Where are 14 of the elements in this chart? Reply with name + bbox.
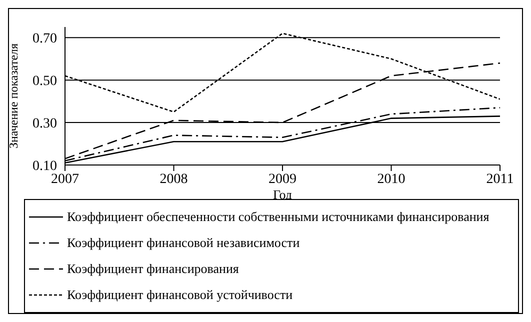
y-tick-label: 0.10 [32, 158, 57, 174]
legend-label: Коэффициент финансовой независимости [67, 235, 300, 251]
y-axis-title: Значение показателя [6, 43, 20, 149]
x-tick-label: 2007 [51, 172, 79, 187]
x-tick-label: 2011 [486, 172, 514, 187]
legend-label: Коэффициент финансовой устойчивости [67, 287, 293, 303]
y-tick-label: 0.50 [32, 74, 57, 90]
legend-label: Коэффициент финансирования [67, 261, 239, 277]
x-tick-label: 2008 [160, 172, 188, 187]
x-tick-label: 2010 [377, 172, 406, 187]
y-tick-label: 0.30 [32, 116, 57, 132]
legend-label: Коэффициент обеспеченности собственными источниками финансирования [67, 209, 490, 225]
y-tick-label: 0.70 [32, 32, 57, 47]
x-tick-label: 2009 [268, 172, 296, 187]
